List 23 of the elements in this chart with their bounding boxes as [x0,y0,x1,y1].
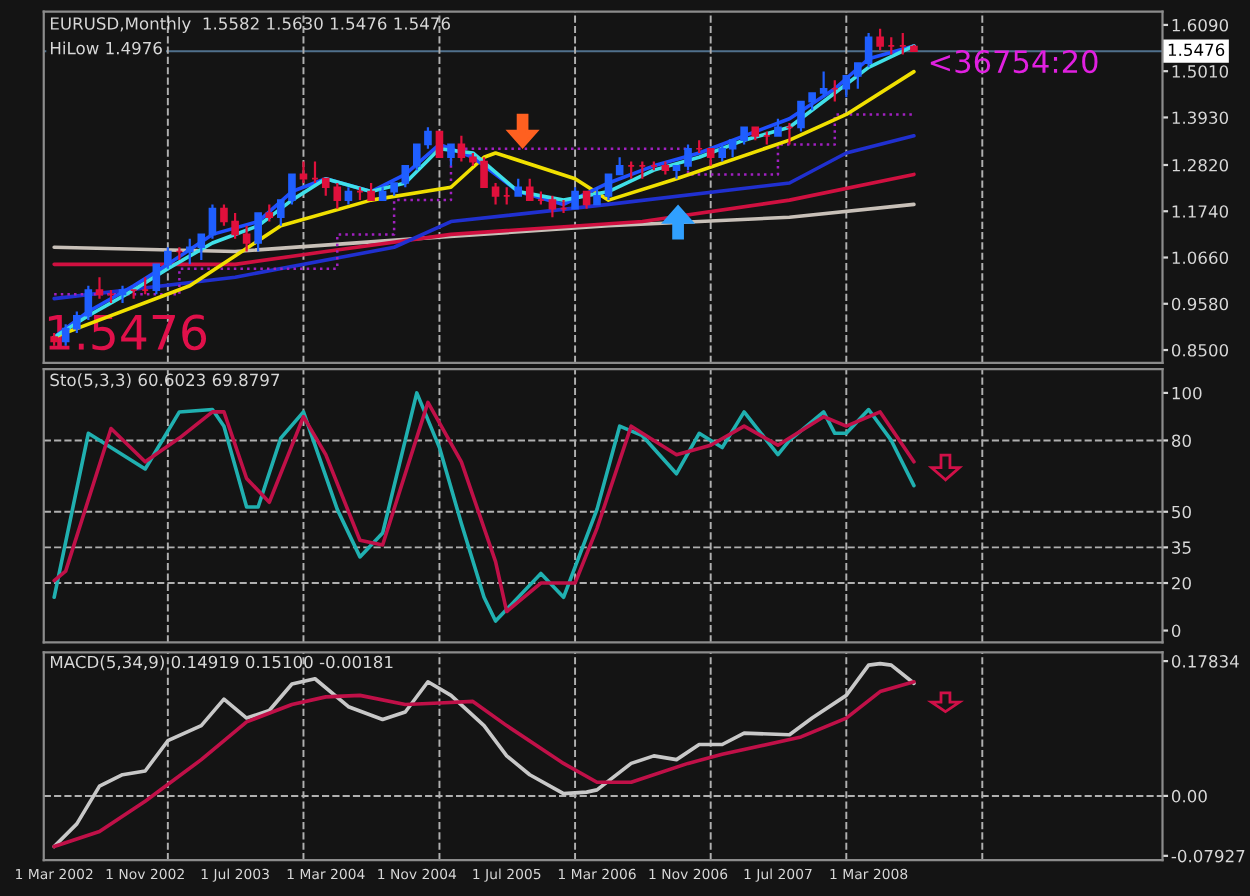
ref-line-label: 1.5476 [1168,43,1225,57]
y-tick-label: 50 [1172,505,1191,519]
y-tick-label: 1.0660 [1172,251,1229,265]
chart-title: Sto(5,3,3) 60.6023 69.8797 [50,373,280,389]
y-tick-label: 1.3930 [1172,111,1229,125]
y-tick-label: 1.5010 [1172,65,1229,78]
y-tick-label: 35 [1172,541,1191,554]
y-tick-label: 1.1740 [1172,205,1229,218]
y-tick-label: 0.8500 [1171,343,1229,357]
y-tick-label: 100 [1172,386,1202,400]
chart-title: MACD(5,34,9) 0.14919 0.15100 -0.00181 [50,655,393,671]
y-tick-label: -0.07927 [1171,849,1245,863]
y-tick-label: 1.6090 [1172,18,1229,32]
y-tick-label: 0.00 [1171,789,1207,803]
chart-title: EURUSD,Monthly 1.5582 1.5630 1.5476 1.5476 [50,16,450,34]
y-tick-label: 0.17834 [1171,655,1239,668]
y-tick-label: 20 [1172,576,1191,590]
y-tick-label: 1.2820 [1172,158,1229,172]
y-tick-label: 80 [1171,434,1191,448]
y-tick-label: 0.9580 [1171,297,1229,311]
annotation: <36754:20 [930,50,1098,74]
y-tick-label: 0 [1171,624,1181,638]
text: HiLow 1.4976 [50,41,162,55]
